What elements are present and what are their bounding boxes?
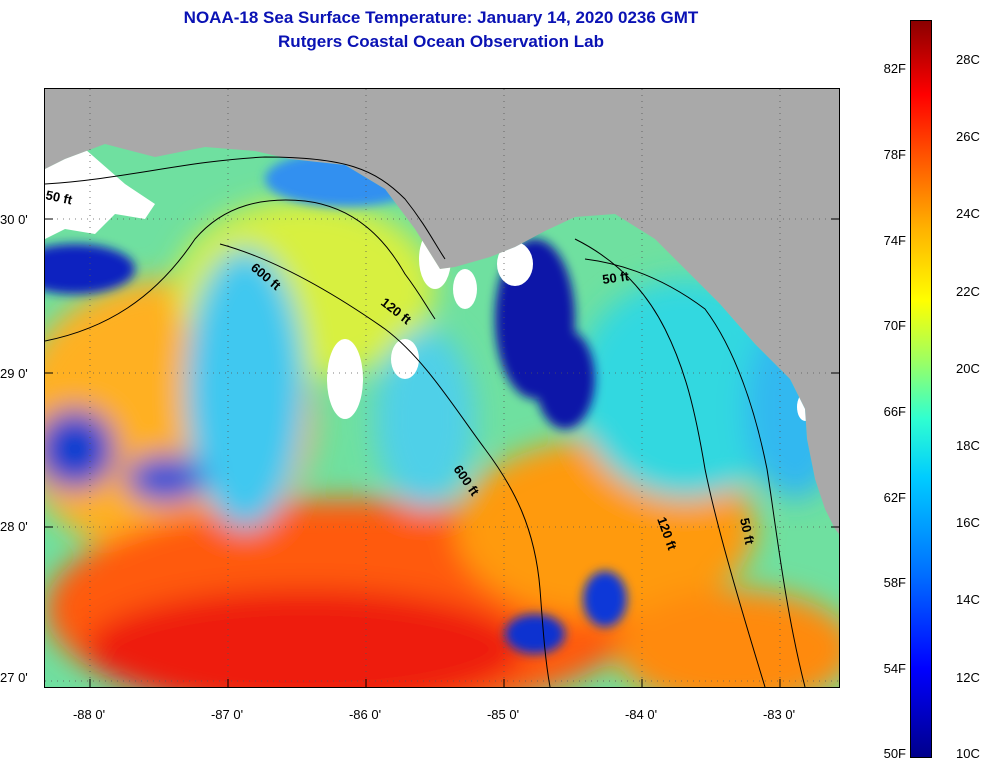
lon-label-87: -87 0' [210,707,244,722]
colorbar-label-c: 18C [956,438,980,453]
contour-label-50ft-south: 50 ft [737,517,757,547]
temperature-colorbar [910,20,932,758]
grid-lines [45,89,839,687]
contour-label-50ft-west: 50 ft [45,187,74,207]
colorbar-label-f: 78F [883,147,906,162]
colorbar-label-c: 16C [956,515,980,530]
sst-map-canvas: 50 ft 600 ft 120 ft 50 ft 600 ft 120 ft … [45,89,839,687]
sst-field [45,144,839,687]
sst-map: 50 ft 600 ft 120 ft 50 ft 600 ft 120 ft … [44,88,840,688]
colorbar-label-c: 20C [956,361,980,376]
frame-ticks [45,218,839,687]
colorbar-label-f: 70F [883,318,906,333]
lon-label-83: -83 0' [762,707,796,722]
colorbar-label-f: 62F [883,490,906,505]
lon-label-84: -84 0' [624,707,658,722]
colorbar-label-c: 22C [956,284,980,299]
depth-contours [45,156,806,687]
colorbar-label-f: 58F [883,575,906,590]
colorbar-label-f: 82F [883,61,906,76]
cloud-mask [45,149,813,421]
lat-label-29: 29 0' [0,366,28,381]
colorbar-label-c: 24C [956,206,980,221]
colorbar-label-c: 28C [956,52,980,67]
colorbar-label-c: 12C [956,670,980,685]
lat-label-28: 28 0' [0,519,28,534]
colorbar-label-f: 50F [883,746,906,761]
colorbar-label-c: 26C [956,129,980,144]
lat-label-27: 27 0' [0,670,28,685]
map-title: NOAA-18 Sea Surface Temperature: January… [183,8,699,27]
lon-label-88: -88 0' [72,707,106,722]
lon-label-86: -86 0' [348,707,382,722]
map-subtitle: Rutgers Coastal Ocean Observation Lab [278,32,604,51]
colorbar-label-f: 74F [883,233,906,248]
colorbar-label-f: 66F [883,404,906,419]
contour-label-50ft-north-east: 50 ft [601,268,630,287]
colorbar-label-c: 10C [956,746,980,761]
colorbar-label-c: 14C [956,592,980,607]
lon-label-85: -85 0' [486,707,520,722]
lat-label-30: 30 0' [0,212,28,227]
colorbar-label-f: 54F [883,661,906,676]
